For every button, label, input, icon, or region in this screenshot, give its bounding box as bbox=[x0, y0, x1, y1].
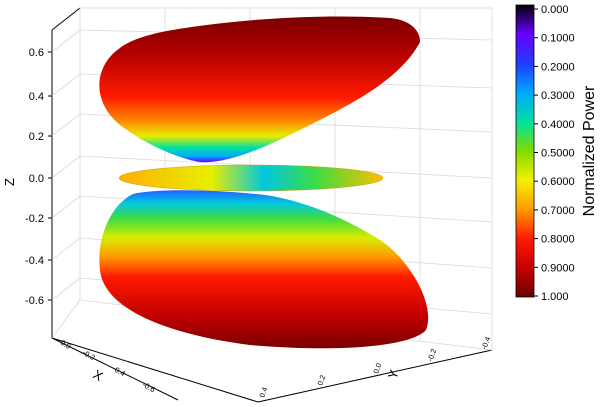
colorbar-ticks: 0.000 0.1000 0.2000 0.3000 0.4000 0.5000 0.600… bbox=[534, 4, 575, 303]
z-tick-label: -0.4 bbox=[25, 255, 44, 267]
x-axis-label: X bbox=[91, 367, 106, 384]
x-tick-label: 0.0 bbox=[59, 338, 73, 351]
middle-lobe bbox=[118, 164, 384, 192]
z-tick-label: -0.6 bbox=[25, 295, 44, 307]
y-axis-label: Y bbox=[385, 367, 402, 381]
colorbar-tick-label: 0.2000 bbox=[541, 61, 575, 73]
colorbar-tick-label: 0.7000 bbox=[541, 205, 575, 217]
y-tick-label: 0.4 bbox=[257, 386, 269, 399]
colorbar-tick-label: 0.8000 bbox=[541, 234, 575, 246]
colorbar-tick-label: 0.9000 bbox=[541, 262, 575, 274]
y-tick-label: -0.2 bbox=[425, 347, 438, 362]
x-tick-label: -0.4 bbox=[111, 364, 127, 378]
colorbar-title: Normalized Power bbox=[581, 85, 598, 216]
lower-lobe bbox=[99, 190, 429, 349]
x-tick-label: -0.6 bbox=[141, 380, 157, 394]
z-tick-label: 0.0 bbox=[29, 173, 44, 185]
colorbar-tick-label: 0.000 bbox=[541, 4, 569, 16]
colorbar: 0.000 0.1000 0.2000 0.3000 0.4000 0.5000 0.600… bbox=[515, 4, 598, 303]
box-frame bbox=[51, 7, 493, 403]
z-tick-labels: 0.6 0.4 0.2 0.0 -0.2 -0.4 -0.6 bbox=[25, 47, 44, 307]
colorbar-tick-label: 0.6000 bbox=[541, 176, 575, 188]
colorbar-tick-label: 0.1000 bbox=[541, 33, 575, 45]
colorbar-gradient bbox=[515, 4, 535, 298]
z-tick-label: 0.2 bbox=[29, 131, 44, 143]
colorbar-tick-label: 0.3000 bbox=[541, 90, 575, 102]
y-tick-label: 0.2 bbox=[315, 374, 327, 387]
front-axes bbox=[51, 337, 179, 401]
z-tick-marks bbox=[48, 51, 52, 301]
colorbar-tick-label: 0.4000 bbox=[541, 119, 575, 131]
colorbar-tick-label: 1.000 bbox=[541, 291, 569, 303]
y-tick-label: 0.0 bbox=[371, 362, 383, 375]
colorbar-tick-label: 0.5000 bbox=[541, 148, 575, 160]
upper-lobe bbox=[99, 16, 420, 163]
z-tick-label: 0.6 bbox=[29, 47, 44, 59]
z-tick-label: 0.4 bbox=[29, 91, 44, 103]
x-tick-label: -0.2 bbox=[81, 348, 97, 362]
z-tick-label: -0.2 bbox=[25, 213, 44, 225]
y-tick-labels: 0.4 0.2 0.0 -0.2 -0.4 bbox=[257, 335, 492, 398]
y-tick-label: -0.4 bbox=[479, 335, 492, 350]
z-axis-label: Z bbox=[2, 178, 17, 186]
